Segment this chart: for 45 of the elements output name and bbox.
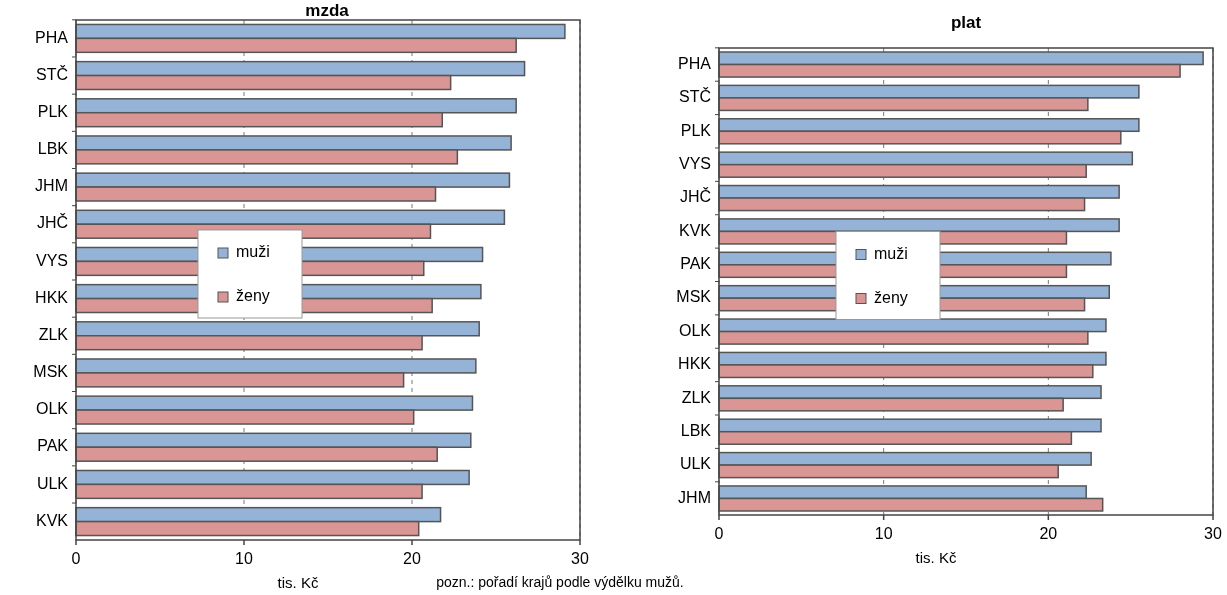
y-tick-label: LBK <box>680 421 712 439</box>
y-tick-label: ULK <box>36 474 69 492</box>
x-tick-label: 10 <box>235 550 253 568</box>
chart-title: plat <box>950 13 982 33</box>
legend-label: muži <box>874 244 908 262</box>
y-tick-label: ULK <box>679 455 712 473</box>
y-tick-label: STČ <box>679 87 711 106</box>
y-tick-label: PAK <box>680 255 712 273</box>
legend-label: ženy <box>236 287 270 305</box>
y-tick-label: VYS <box>35 251 68 269</box>
y-tick-label: ZLK <box>681 388 712 406</box>
y-tick-label: PLK <box>680 121 712 139</box>
y-tick-label: HKK <box>678 355 712 373</box>
y-tick-label: VYS <box>678 154 711 172</box>
y-tick-label: MSK <box>676 288 712 306</box>
x-tick-label: 20 <box>1039 525 1058 543</box>
y-tick-label: JHČ <box>36 213 68 232</box>
x-tick-label: 20 <box>403 550 421 568</box>
y-tick-label: PAK <box>37 437 69 455</box>
y-tick-label: ZLK <box>38 325 69 343</box>
y-tick-label: STČ <box>36 64 68 83</box>
y-tick-label: KVK <box>678 221 712 239</box>
x-tick-label: 30 <box>571 550 589 568</box>
x-tick-label: 0 <box>71 550 81 568</box>
chart-title: mzda <box>305 1 350 21</box>
y-tick-label: LBK <box>37 140 69 158</box>
y-tick-label: OLK <box>678 321 712 339</box>
y-tick-label: PHA <box>35 28 69 46</box>
legend-label: muži <box>236 243 270 261</box>
y-tick-label: KVK <box>35 511 69 529</box>
y-tick-label: JHM <box>678 488 711 506</box>
y-tick-label: PHA <box>678 54 712 72</box>
text: pozn.: pořadí krajů podle výdělku mužů. <box>436 573 684 590</box>
y-tick-label: HKK <box>35 288 69 306</box>
x-tick-label: 30 <box>1204 525 1222 543</box>
x-axis-title: tis. Kč <box>915 548 957 566</box>
y-tick-label: PLK <box>37 102 69 120</box>
x-tick-label: 0 <box>714 525 724 543</box>
x-axis-title: tis. Kč <box>277 573 319 591</box>
y-tick-label: MSK <box>33 363 69 381</box>
y-tick-label: OLK <box>35 400 69 418</box>
legend-label: ženy <box>874 288 908 306</box>
y-tick-label: JHM <box>35 177 68 195</box>
y-tick-label: JHČ <box>679 187 711 206</box>
x-tick-label: 10 <box>874 525 893 543</box>
